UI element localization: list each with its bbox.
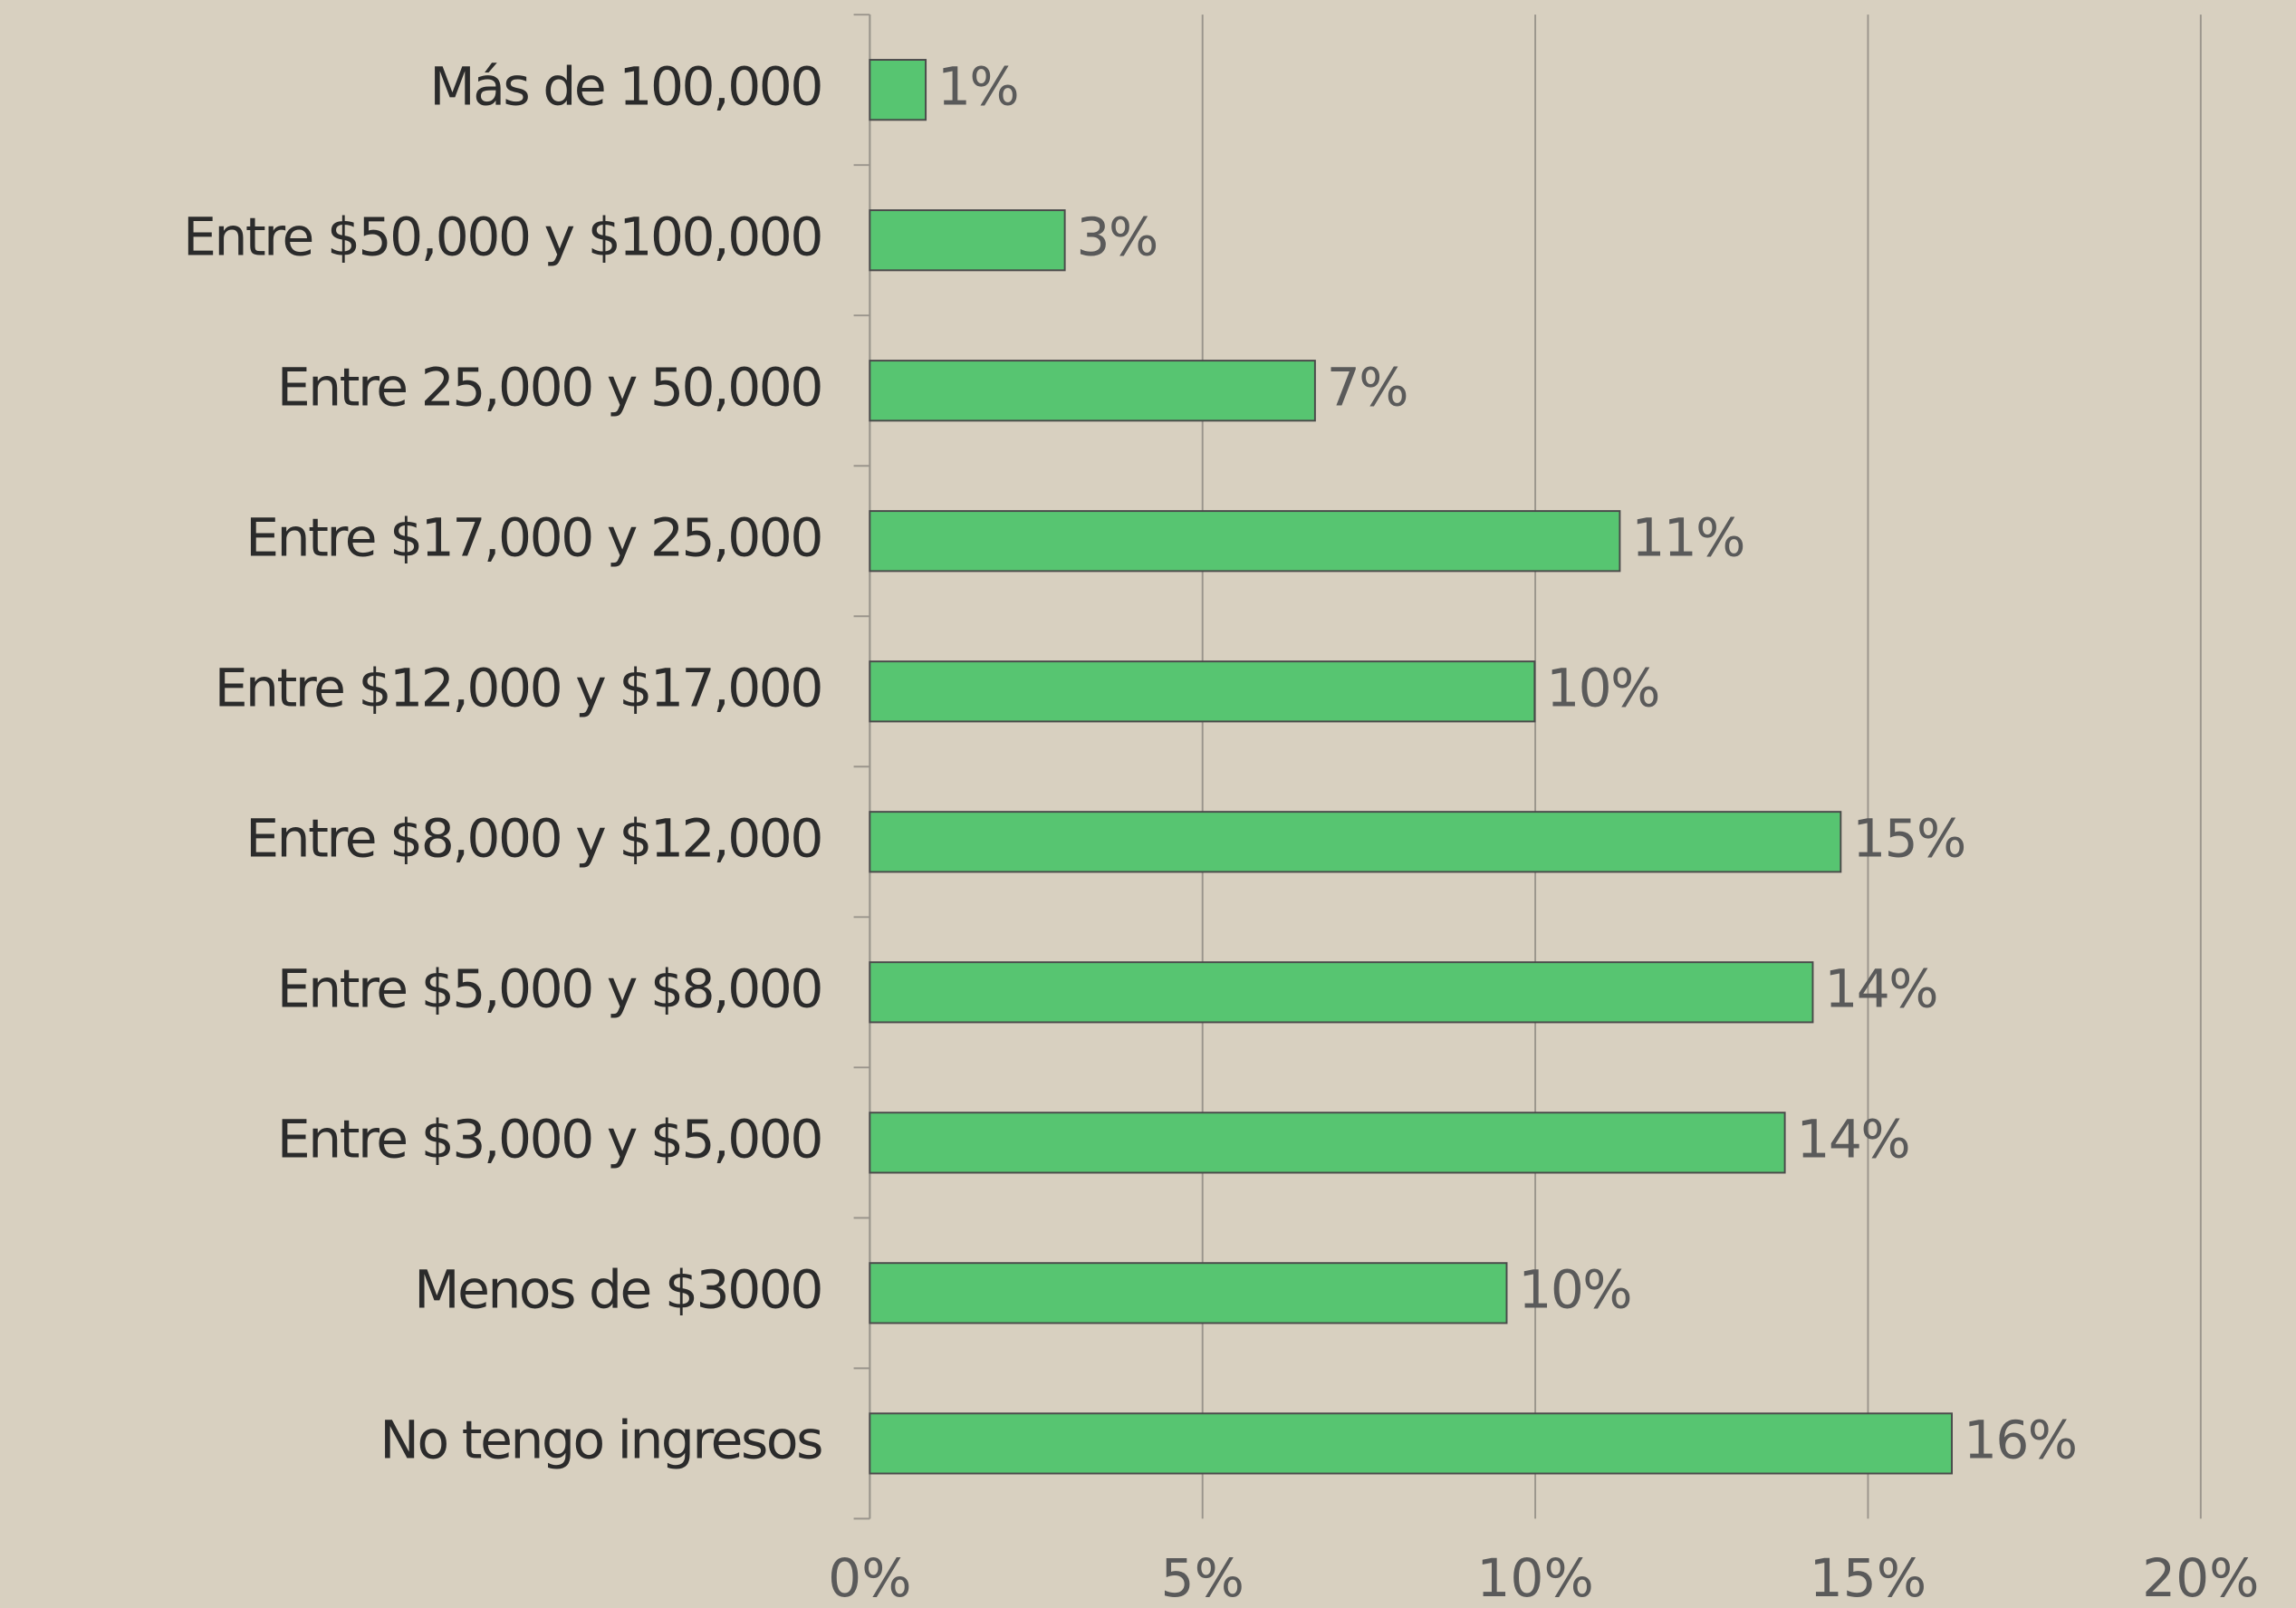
data-label: 10% [1518,1258,1630,1320]
x-tick-label: 0% [828,1547,911,1608]
x-tick-label: 10% [1476,1547,1593,1608]
bar [869,660,1536,723]
x-tick-label: 20% [2142,1547,2259,1608]
data-label: 11% [1631,506,1744,568]
data-label: 7% [1327,356,1407,418]
data-label: 16% [1964,1409,2076,1470]
bar [869,1412,1953,1475]
y-tick-label: No tengo ingresos [379,1409,821,1470]
bar [869,1112,1786,1174]
y-tick-label: Entre 25,000 y 50,000 [277,356,821,418]
y-tick-label: Más de 100,000 [429,55,821,117]
y-tick-label: Menos de $3000 [414,1258,821,1320]
bar [869,209,1066,272]
data-label: 15% [1852,807,1965,869]
y-tick-label: Entre $50,000 y $100,000 [183,206,821,267]
bar [869,961,1814,1024]
bar [869,811,1842,873]
bar [869,360,1316,422]
data-label: 3% [1077,206,1158,267]
data-label: 14% [1824,958,1936,1019]
y-tick-label: Entre $17,000 y 25,000 [245,506,821,568]
bar [869,1262,1508,1324]
bar [869,59,927,121]
data-label: 10% [1546,657,1658,718]
x-tick-label: 5% [1161,1547,1244,1608]
data-label: 14% [1797,1108,1909,1170]
x-tick-label: 15% [1810,1547,1926,1608]
y-tick-label: Entre $12,000 y $17,000 [215,657,821,718]
y-tick-label: Entre $5,000 y $8,000 [277,958,821,1019]
y-tick-label: Entre $3,000 y $5,000 [277,1108,821,1170]
data-label: 1% [937,55,1018,117]
bar [869,510,1621,573]
y-tick-label: Entre $8,000 y $12,000 [245,807,821,869]
